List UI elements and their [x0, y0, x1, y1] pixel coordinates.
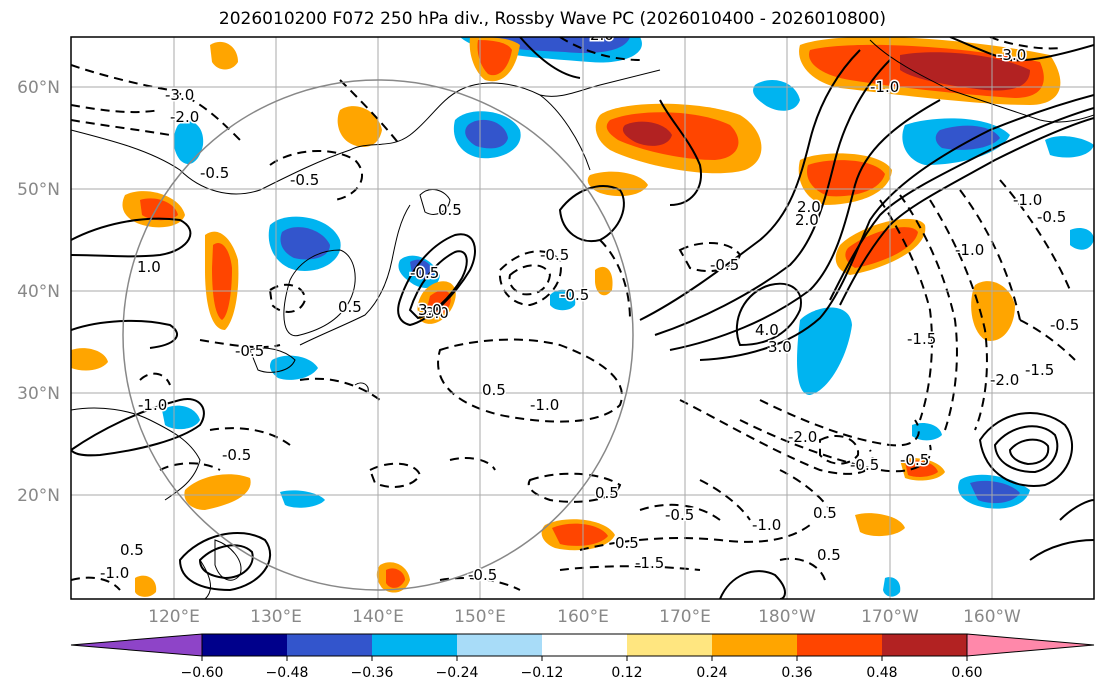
colorbar-extend-low: [70, 633, 203, 657]
contour-label: 4.0: [755, 321, 779, 339]
contour-label: -1.5: [635, 554, 664, 572]
colorbar-segment: [542, 634, 627, 656]
contour-label: 0.5: [615, 534, 639, 552]
contour-label: 0.5: [482, 381, 506, 399]
contour-label: 3.0: [425, 304, 449, 322]
contour-label: -0.5: [290, 171, 319, 189]
lon-label: 170°E: [659, 607, 711, 627]
map-plot-area: -3.0 -2.0 -0.5 -0.5 0.5 1.0 -0.5 0.5 -0.5 3.0 -1.0…: [71, 26, 1094, 599]
lat-label: 40°N: [17, 282, 60, 302]
colorbar-segment: [627, 634, 712, 656]
map-frame: [70, 36, 1095, 600]
contour-label: 2.0: [795, 211, 819, 229]
contour-label: -0.5: [850, 456, 879, 474]
colorbar: −0.60 −0.48 −0.36 −0.24 −0.12 0.12 0.24 …: [70, 633, 1095, 681]
colorbar-segment: [202, 634, 287, 656]
colorbar-tick: 0.24: [696, 665, 727, 681]
colorbar-segment: [457, 634, 542, 656]
contour-label: -2.0: [170, 108, 199, 126]
contour-label: -1.5: [907, 330, 936, 348]
contour-label: -2.0: [788, 428, 817, 446]
contour-label: -0.5: [560, 286, 589, 304]
colorbar-segment: [712, 634, 797, 656]
lat-label: 50°N: [17, 180, 60, 200]
colorbar-ticks: −0.60 −0.48 −0.36 −0.24 −0.12 0.12 0.24 …: [181, 665, 983, 681]
colorbar-segment: [797, 634, 882, 656]
contour-label: -1.5: [1025, 361, 1054, 379]
contour-label: 3.0: [768, 338, 792, 356]
colorbar-tick: −0.12: [521, 665, 564, 681]
contour-label: -1.0: [530, 396, 559, 414]
lon-label: 140°E: [352, 607, 404, 627]
lat-label: 30°N: [17, 384, 60, 404]
lat-label: 60°N: [17, 78, 60, 98]
contour-label: -0.5: [900, 451, 929, 469]
contour-label: 3.0: [418, 301, 442, 319]
contour-lines: [71, 37, 1094, 599]
lon-label: 130°E: [250, 607, 302, 627]
colorbar-tick: 0.60: [951, 665, 982, 681]
contour-label: -0.5: [1050, 316, 1079, 334]
colorbar-segment: [372, 634, 457, 656]
contour-label: -3.0: [165, 86, 194, 104]
contour-label: 0.5: [595, 484, 619, 502]
contour-label: 0.5: [438, 201, 462, 219]
lon-label: 160°W: [963, 607, 1021, 627]
contour-label: -0.5: [200, 164, 229, 182]
contour-label: -0.5: [235, 342, 264, 360]
colorbar-segment: [287, 634, 372, 656]
contour-label-group: -3.0 -2.0 -0.5 -0.5 0.5 1.0 -0.5 0.5 -0.5 3.0 -1.0…: [99, 26, 1081, 586]
map-title: 2026010200 F072 250 hPa div., Rossby Wav…: [218, 9, 887, 29]
contour-label: -0.5: [710, 256, 739, 274]
contour-label: -0.5: [665, 506, 694, 524]
colorbar-tick: −0.36: [351, 665, 394, 681]
contour-label: 2.0: [797, 198, 821, 216]
lon-label: 150°E: [454, 607, 506, 627]
contour-label: -3.0: [165, 86, 194, 104]
contour-label: 0.5: [338, 298, 362, 316]
contour-label: 0.5: [813, 504, 837, 522]
contour-label: 0.5: [120, 541, 144, 559]
contour-label: -0.5: [410, 264, 439, 282]
lat-labels: 60°N 50°N 40°N 30°N 20°N: [17, 78, 60, 506]
colorbar-tick: 0.12: [611, 665, 642, 681]
influence-circle: [122, 79, 634, 591]
colorbar-tick: 0.48: [866, 665, 897, 681]
lon-label: 170°W: [861, 607, 919, 627]
contour-label: -1.0: [138, 396, 167, 414]
contour-label: -3.0: [997, 46, 1026, 64]
contour-label: -0.5: [540, 246, 569, 264]
lon-label: 160°E: [557, 607, 609, 627]
contour-label: -1.0: [1013, 191, 1042, 209]
contour-label: 1.0: [137, 258, 161, 276]
contour-label: -0.5: [222, 446, 251, 464]
contour-label: 0.5: [817, 546, 841, 564]
colorbar-extend-high: [966, 633, 1095, 657]
colorbar-tick: 0.36: [781, 665, 812, 681]
contour-label: -2.0: [990, 371, 1019, 389]
contour-label: -1.0: [100, 564, 129, 582]
contour-label: -1.0: [955, 241, 984, 259]
colorbar-tick: −0.24: [436, 665, 479, 681]
colorbar-segment: [882, 634, 967, 656]
contour-label: -1.0: [752, 516, 781, 534]
lon-label: 120°E: [148, 607, 200, 627]
colorbar-tick: −0.48: [266, 665, 309, 681]
lon-labels: 120°E 130°E 140°E 150°E 160°E 170°E 180°…: [148, 607, 1021, 627]
coastlines: [71, 39, 1094, 599]
contour-label: -1.0: [870, 78, 899, 96]
contour-label: -0.5: [468, 566, 497, 584]
contour-label: -0.5: [1037, 208, 1066, 226]
graticule: [71, 37, 1094, 599]
lon-label: 180°W: [758, 607, 816, 627]
lat-label: 20°N: [17, 486, 60, 506]
contour-label: 2.0: [590, 26, 614, 44]
colorbar-tick: −0.60: [181, 665, 224, 681]
